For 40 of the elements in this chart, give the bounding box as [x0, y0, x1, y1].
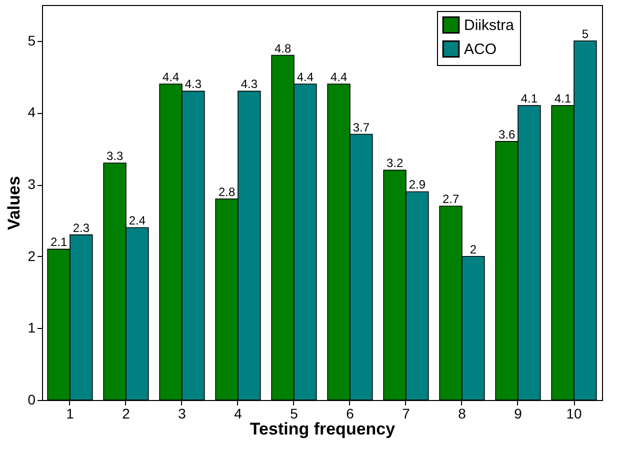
data-label: 4.4 [330, 70, 348, 84]
x-tick-label: 9 [514, 406, 522, 422]
data-label: 4.3 [184, 77, 202, 92]
data-label: 2.7 [442, 192, 460, 206]
x-tick-label: 1 [66, 406, 74, 422]
data-label: 5 [582, 26, 589, 41]
x-tick-label: 6 [346, 406, 354, 422]
legend-label: Diikstra [464, 17, 515, 34]
data-label: 3.2 [386, 156, 404, 170]
data-label: 4.4 [162, 70, 180, 84]
data-label: 2.4 [128, 214, 146, 228]
y-tick-label: 5 [28, 32, 36, 48]
y-axis-title: Values [4, 176, 24, 230]
x-tick-label: 3 [178, 406, 186, 422]
data-label: 3.7 [352, 120, 370, 134]
y-tick-label: 0 [28, 392, 36, 408]
x-tick-label: 2 [122, 406, 130, 422]
x-tick-label: 4 [234, 406, 242, 422]
x-tick-label: 7 [402, 406, 410, 422]
data-label: 4.1 [520, 92, 538, 106]
data-label: 2.1 [50, 235, 68, 250]
legend-label: ACO [464, 41, 497, 58]
data-label: 2.3 [72, 220, 90, 235]
data-label: 4.3 [240, 77, 258, 92]
y-tick-label: 1 [28, 320, 36, 336]
y-tick-label: 3 [28, 176, 36, 192]
data-label: 4.4 [296, 70, 314, 84]
x-tick-label: 10 [566, 406, 582, 422]
data-label: 4.1 [554, 92, 572, 106]
data-label: 3.6 [498, 127, 516, 142]
data-label: 2.8 [218, 184, 236, 199]
data-label: 4.8 [274, 41, 292, 56]
data-label: 2 [470, 242, 477, 256]
x-tick-label: 5 [290, 406, 298, 422]
y-tick-label: 4 [28, 104, 36, 120]
x-axis-title: Testing frequency [250, 420, 396, 438]
data-label: 2.9 [408, 178, 426, 192]
data-label: 3.3 [106, 149, 124, 163]
y-tick-label: 2 [28, 248, 36, 264]
x-tick-label: 8 [458, 406, 466, 422]
